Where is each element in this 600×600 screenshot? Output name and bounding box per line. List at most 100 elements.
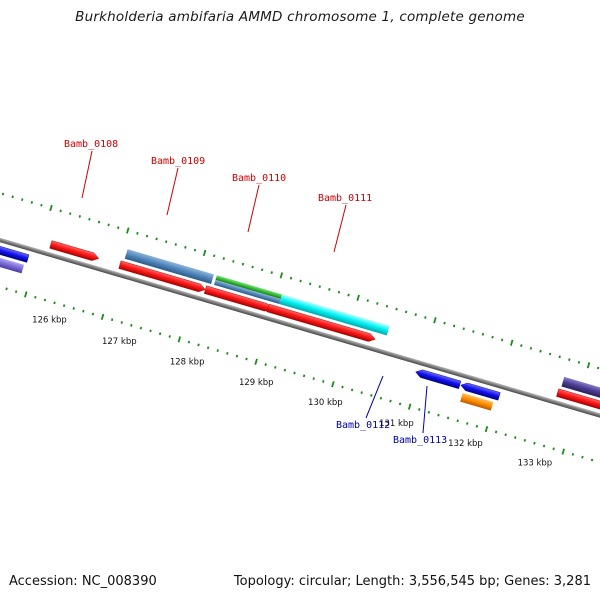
minor-tick — [206, 346, 210, 350]
accession-text: Accession: NC_008390 — [9, 574, 157, 589]
minor-tick — [500, 338, 504, 342]
protein-bar[interactable] — [279, 294, 390, 336]
minor-tick — [581, 455, 584, 459]
minor-tick — [418, 408, 421, 411]
minor-tick — [139, 326, 143, 330]
chromosome-backbone — [0, 226, 600, 433]
callout-line — [166, 167, 179, 216]
gene-arrow[interactable] — [49, 240, 100, 263]
gene-arrow[interactable] — [415, 368, 462, 389]
minor-tick — [53, 301, 56, 305]
protein-bar[interactable] — [460, 393, 494, 411]
protein-bar[interactable] — [124, 249, 214, 285]
minor-tick — [222, 257, 225, 260]
minor-tick — [370, 394, 373, 397]
protein-bar[interactable] — [214, 279, 281, 304]
major-tick — [202, 249, 207, 257]
callout-line — [247, 184, 260, 233]
minor-tick — [427, 410, 431, 414]
tick-label: 127 kbp — [102, 337, 137, 347]
major-tick — [561, 448, 565, 455]
minor-tick — [34, 295, 37, 299]
minor-tick — [376, 302, 379, 305]
minor-tick — [88, 217, 91, 221]
tick-label: 128 kbp — [170, 358, 205, 368]
minor-tick — [456, 419, 459, 423]
major-tick — [254, 358, 258, 365]
features-below — [0, 234, 501, 411]
map-title: Burkholderia ambifaria AMMD chromosome 1… — [75, 9, 525, 25]
minor-tick — [226, 351, 229, 355]
tick-label: 129 kbp — [239, 378, 274, 388]
minor-tick — [145, 234, 149, 238]
gene-arrow[interactable] — [0, 234, 30, 263]
minor-tick — [446, 416, 450, 420]
minor-tick — [395, 307, 398, 311]
minor-tick — [110, 318, 114, 322]
minor-tick — [21, 198, 24, 202]
major-tick — [126, 227, 130, 234]
major-tick — [177, 336, 182, 343]
minor-tick — [158, 332, 162, 336]
minor-tick — [130, 323, 133, 327]
gene-label-bamb-0108[interactable]: Bamb_0108 — [64, 139, 118, 150]
minor-tick — [69, 212, 72, 216]
minor-tick — [235, 354, 239, 358]
minor-tick — [520, 344, 523, 347]
minor-tick — [274, 365, 277, 369]
minor-tick — [117, 226, 120, 230]
gene-label-bamb-0113[interactable]: Bamb_0113 — [393, 435, 447, 446]
major-tick — [24, 291, 28, 298]
minor-tick — [577, 360, 581, 364]
minor-tick — [270, 271, 273, 274]
tick-label: 126 kbp — [32, 315, 67, 325]
minor-tick — [260, 268, 264, 272]
minor-tick — [529, 346, 533, 350]
gene-label-bamb-0112[interactable]: Bamb_0112 — [336, 420, 390, 431]
minor-tick — [91, 312, 95, 316]
minor-tick — [322, 380, 325, 383]
minor-tick — [97, 220, 101, 224]
major-tick — [433, 317, 437, 324]
topology-summary: Topology: circular; Length: 3,556,545 bp… — [233, 574, 591, 589]
minor-tick — [350, 388, 354, 392]
scale-ticks-below — [5, 287, 594, 462]
minor-tick — [437, 413, 440, 417]
minor-tick — [514, 436, 517, 439]
major-tick — [356, 294, 360, 301]
minor-tick — [308, 282, 312, 286]
gene-arrow[interactable] — [460, 381, 501, 401]
minor-tick — [558, 355, 561, 359]
callout-line — [81, 150, 93, 199]
protein-bar[interactable] — [215, 275, 283, 299]
minor-tick — [62, 304, 66, 308]
minor-tick — [11, 195, 14, 199]
gene-callouts: Bamb_0108 Bamb_0109 Bamb_0110 Bamb_0111 … — [64, 139, 447, 446]
gene-arrow[interactable] — [118, 260, 207, 294]
gene-arrow[interactable] — [266, 303, 377, 343]
minor-tick — [548, 352, 552, 356]
gene-label-bamb-0111[interactable]: Bamb_0111 — [318, 193, 372, 204]
minor-tick — [184, 245, 187, 249]
scale-ticks-above — [1, 192, 600, 370]
minor-tick — [187, 340, 191, 344]
minor-tick — [341, 385, 344, 389]
minor-tick — [289, 276, 293, 280]
minor-tick — [193, 248, 197, 252]
scale-labels: 126 kbp 127 kbp 128 kbp 129 kbp 130 kbp … — [32, 315, 552, 468]
minor-tick — [107, 223, 110, 227]
minor-tick — [174, 243, 177, 246]
minor-tick — [539, 349, 542, 353]
protein-bar[interactable] — [561, 376, 600, 415]
gene-arrow[interactable] — [556, 388, 600, 427]
protein-bar[interactable] — [0, 245, 25, 274]
minor-tick — [40, 203, 43, 207]
minor-tick — [5, 287, 8, 291]
gene-label-bamb-0110[interactable]: Bamb_0110 — [232, 173, 286, 184]
minor-tick — [533, 441, 536, 445]
major-tick — [484, 426, 489, 433]
minor-tick — [424, 316, 427, 319]
gene-label-bamb-0109[interactable]: Bamb_0109 — [151, 156, 205, 167]
minor-tick — [491, 335, 494, 339]
